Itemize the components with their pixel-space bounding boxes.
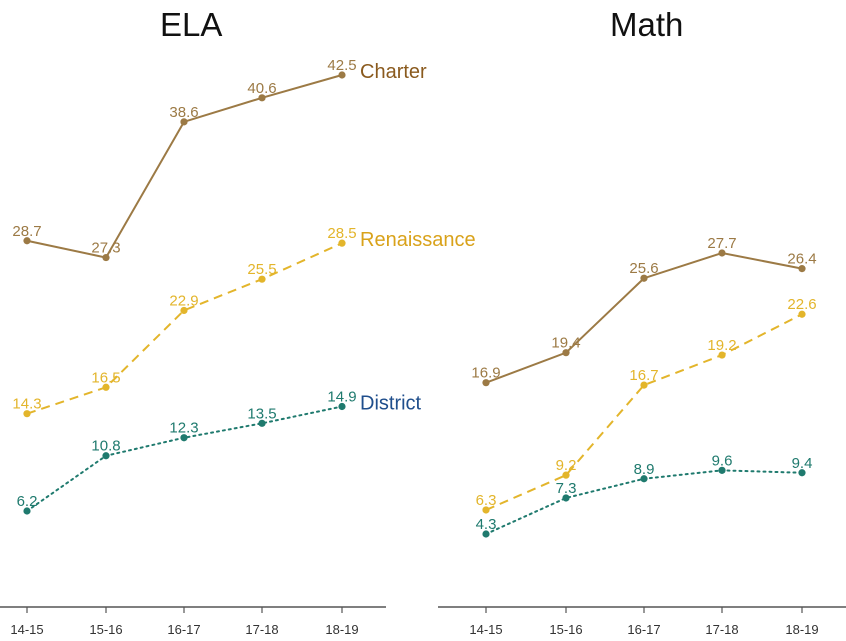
data-label: 9.2 (556, 457, 577, 474)
math-chart-title: Math (610, 6, 684, 43)
data-point (338, 71, 346, 79)
series-line-renaissance (26, 242, 343, 415)
data-point (338, 402, 346, 411)
data-label: 4.3 (476, 516, 497, 533)
data-label: 40.6 (247, 80, 276, 97)
data-point (258, 94, 266, 102)
data-point (718, 249, 726, 257)
data-point (102, 253, 110, 262)
data-label: 25.6 (629, 260, 658, 277)
data-label: 13.5 (247, 405, 276, 422)
data-point (798, 469, 806, 477)
series-name-label: District (360, 393, 422, 415)
series-name-label: Renaissance (360, 229, 476, 251)
data-point (482, 506, 490, 514)
data-label: 9.6 (712, 452, 733, 469)
x-tick-label: 17-18 (705, 622, 738, 637)
x-tick-label: 14-15 (469, 622, 502, 637)
x-tick-label: 14-15 (10, 622, 43, 637)
x-tick-label: 15-16 (549, 622, 582, 637)
data-label: 22.9 (169, 292, 198, 309)
data-label: 16.9 (471, 365, 500, 382)
data-label: 19.4 (551, 335, 580, 352)
series-name-label: Charter (360, 61, 427, 83)
data-point (718, 351, 726, 359)
x-tick-label: 18-19 (785, 622, 818, 637)
data-label: 6.2 (17, 493, 38, 510)
data-point (640, 274, 648, 282)
data-point (23, 237, 31, 245)
data-point (640, 381, 648, 389)
data-point (102, 452, 110, 460)
data-point (180, 434, 188, 442)
data-point (798, 310, 806, 318)
data-label: 22.6 (787, 296, 816, 313)
data-label: 16.7 (629, 367, 658, 384)
data-label: 14.9 (327, 389, 356, 406)
data-point (258, 419, 266, 427)
data-point (23, 507, 31, 515)
data-point (562, 494, 570, 502)
data-label: 14.3 (12, 396, 41, 413)
data-label: 27.3 (91, 240, 120, 257)
data-point (640, 475, 648, 483)
data-label: 7.3 (556, 480, 577, 497)
x-tick-label: 17-18 (245, 622, 278, 637)
data-point (102, 383, 110, 391)
data-label: 38.6 (169, 104, 198, 121)
x-tick-label: 16-17 (627, 622, 660, 637)
data-label: 42.5 (327, 57, 356, 74)
data-label: 27.7 (707, 235, 736, 252)
data-label: 12.3 (169, 420, 198, 437)
ela-chart-title: ELA (160, 6, 223, 43)
data-point (718, 466, 726, 474)
data-point (482, 379, 490, 387)
data-label: 28.5 (327, 225, 356, 242)
x-tick-label: 15-16 (89, 622, 122, 637)
data-label: 9.4 (792, 455, 813, 472)
data-label: 8.9 (634, 461, 655, 478)
data-point (562, 349, 570, 357)
data-label: 25.5 (247, 261, 276, 278)
data-label: 28.7 (12, 223, 41, 240)
data-point (23, 410, 31, 418)
series-line-renaissance (485, 313, 803, 511)
data-point (482, 530, 490, 538)
data-point (180, 306, 188, 315)
series-line-charter (26, 74, 343, 259)
data-point (258, 275, 266, 283)
x-tick-label: 16-17 (167, 622, 200, 637)
data-label: 19.2 (707, 337, 736, 354)
data-point (562, 471, 570, 479)
data-point (798, 265, 806, 273)
data-label: 26.4 (787, 251, 816, 268)
data-label: 16.5 (91, 369, 120, 386)
data-point (180, 118, 188, 126)
data-label: 6.3 (476, 492, 497, 509)
data-point (338, 239, 346, 247)
x-tick-label: 18-19 (325, 622, 358, 637)
data-label: 10.8 (91, 438, 120, 455)
